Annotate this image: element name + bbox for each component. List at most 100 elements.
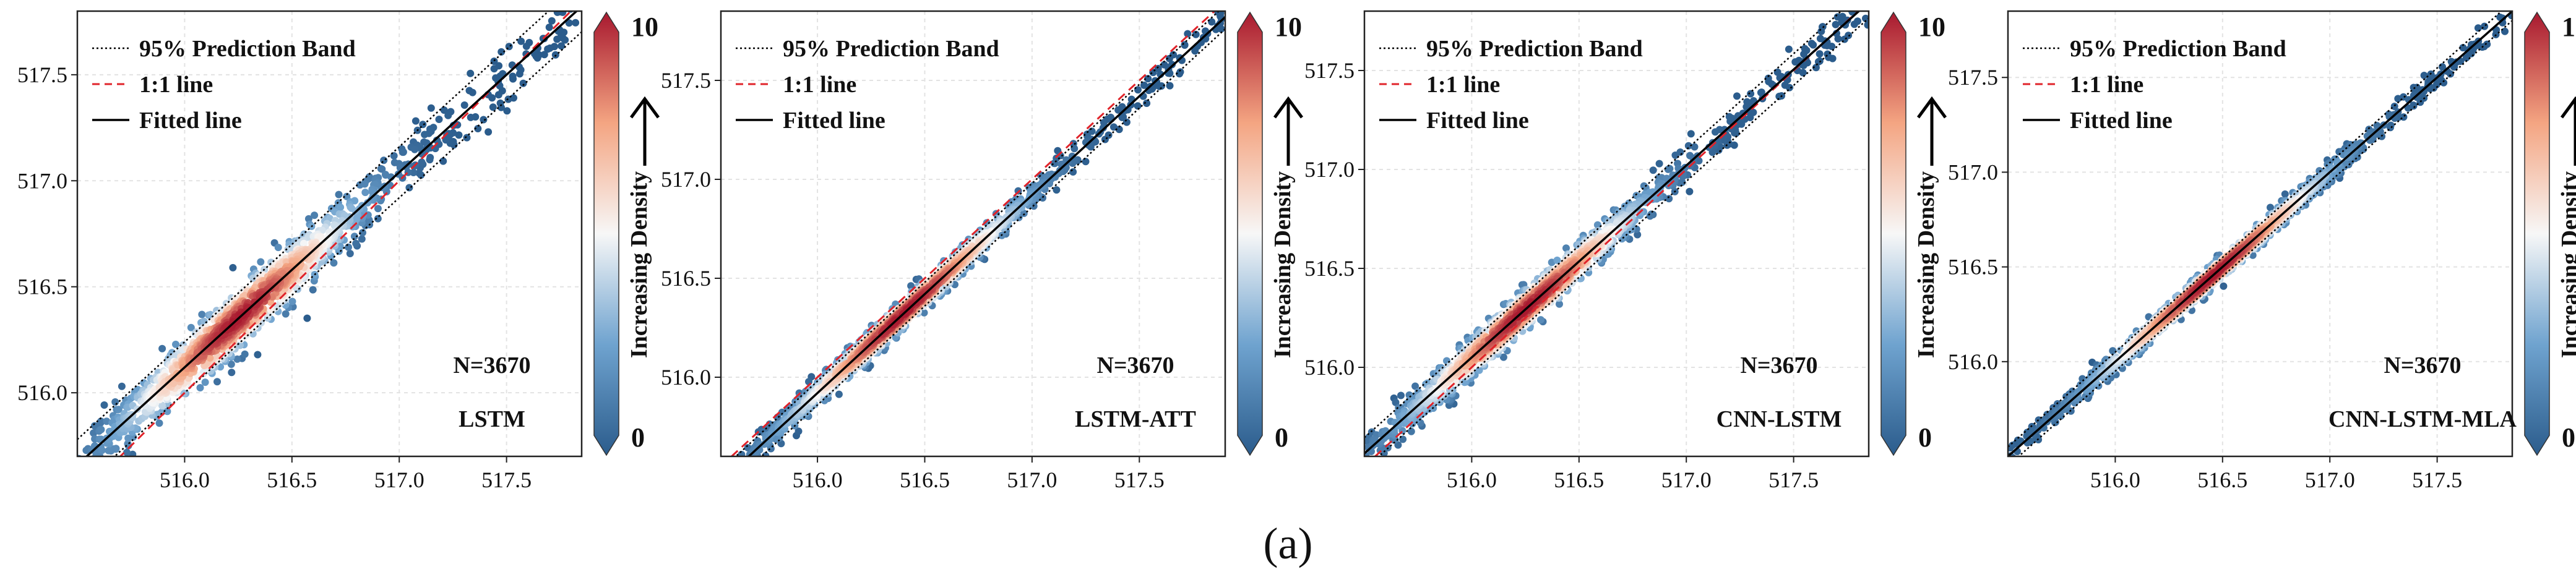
scatter-point: [1665, 195, 1673, 203]
scatter-point: [1861, 0, 1868, 6]
scatter-point: [1676, 148, 1684, 156]
scatter-point: [1357, 455, 1364, 462]
scatter-point: [87, 464, 95, 471]
scatter-point: [2481, 22, 2489, 30]
scatter-point: [1140, 81, 1148, 89]
colorbar-min-label: 0: [1275, 422, 1288, 453]
scatter-point: [1850, 20, 1858, 28]
prediction-band-lower: [113, 31, 582, 456]
scatter-point: [241, 291, 249, 299]
y-tick-label: 516.0: [1304, 355, 1355, 380]
scatter-point: [254, 351, 262, 359]
panel-lstm: 516.0 516.5 517.0 517.5516.0516.5517.0517.5…: [17, 3, 660, 503]
scatter-point: [729, 471, 736, 478]
legend-label: 95% Prediction Band: [1426, 36, 1643, 62]
scatter-point: [2474, 24, 2482, 32]
legend-label: Fitted line: [1426, 108, 1529, 134]
scatter-point: [1655, 160, 1663, 168]
scatter-point: [155, 419, 163, 427]
scatter-point: [1816, 50, 1824, 58]
x-tick-label: 516.0: [793, 468, 843, 492]
scatter-point: [509, 72, 517, 80]
y-tick-label: 517.0: [17, 168, 67, 193]
scatter-point: [553, 11, 561, 16]
scatter-point: [158, 344, 166, 352]
scatter-point: [97, 425, 105, 433]
scatter-point: [411, 117, 420, 125]
y-tick-label: 516.5: [1304, 256, 1355, 281]
scatter-point: [1051, 160, 1059, 168]
scatter-point: [124, 434, 132, 442]
y-tick-label: 517.0: [661, 167, 711, 192]
legend-label: 1:1 line: [139, 72, 213, 98]
prediction-band-lower: [760, 28, 1225, 456]
scatter-point: [317, 233, 325, 241]
scatter-point: [558, 42, 566, 50]
fitted-line: [747, 16, 1225, 456]
scatter-point: [1327, 479, 1334, 487]
scatter-point: [2005, 464, 2013, 471]
scatter-point: [1848, 0, 1856, 2]
scatter-point: [274, 244, 282, 252]
scatter-point: [411, 145, 419, 153]
scatter-point: [1856, 0, 1864, 6]
scatter-point: [467, 69, 475, 77]
scatter-point: [494, 91, 502, 99]
scatter-point: [1791, 58, 1799, 66]
scatter-point: [1864, 21, 1869, 29]
panel-cnn-lstm-mla: 516.0 516.5 517.0 517.5516.0516.5517.0517.5…: [1948, 10, 2576, 492]
legend-label: 95% Prediction Band: [139, 36, 356, 62]
scatter-point: [723, 471, 731, 479]
colorbar-max-label: 10: [1918, 12, 1945, 42]
scatter-point: [45, 475, 52, 482]
scatter-point: [54, 483, 62, 490]
scatter-point: [95, 475, 102, 482]
scatter-point: [536, 3, 544, 11]
scatter-point: [748, 471, 756, 479]
scatter-point: [460, 101, 468, 109]
scatter-point: [2459, 44, 2467, 52]
scatter-point: [380, 156, 388, 164]
model-label: CNN-LSTM: [1717, 406, 1842, 432]
x-tick-label: 517.0: [374, 468, 424, 492]
scatter-point: [100, 401, 108, 409]
scatter-point: [1499, 353, 1507, 361]
scatter-point: [335, 190, 343, 199]
x-tick-label: 516.5: [900, 468, 950, 492]
scatter-point: [1330, 487, 1337, 494]
plot-frame: [720, 10, 1226, 458]
scatter-point: [540, 51, 548, 59]
scatter-point: [85, 461, 93, 468]
scatter-point: [553, 35, 561, 43]
y-tick-label: 517.5: [1304, 58, 1355, 83]
scatter-point: [1757, 88, 1765, 96]
colorbar-ramp: [1237, 11, 1263, 456]
scatter-point: [463, 134, 471, 142]
scatter-point: [489, 103, 497, 111]
scatter-point: [227, 361, 235, 368]
scatter-point: [490, 65, 498, 73]
fitted-line: [1364, 11, 1861, 455]
scatter-point: [103, 462, 110, 469]
x-tick-label: 516.0: [160, 468, 210, 492]
legend-label: 95% Prediction Band: [783, 36, 999, 62]
scatter-point: [37, 495, 45, 503]
scatter-point: [86, 482, 93, 489]
scatter-point: [492, 74, 500, 82]
scatter-point: [1634, 231, 1642, 239]
scatter-point: [1349, 463, 1356, 471]
scatter-point: [726, 466, 734, 474]
scatter-point: [2420, 72, 2428, 79]
scatter-point: [1687, 130, 1695, 138]
scatter-point: [743, 459, 751, 466]
scatter-point: [709, 484, 716, 491]
density-arrowhead-icon: [1273, 96, 1304, 119]
scatter-point: [158, 401, 166, 409]
scatter-point: [1785, 45, 1793, 53]
scatter-point: [728, 459, 735, 466]
scatter-point: [835, 390, 843, 398]
scatter-point: [90, 429, 98, 437]
